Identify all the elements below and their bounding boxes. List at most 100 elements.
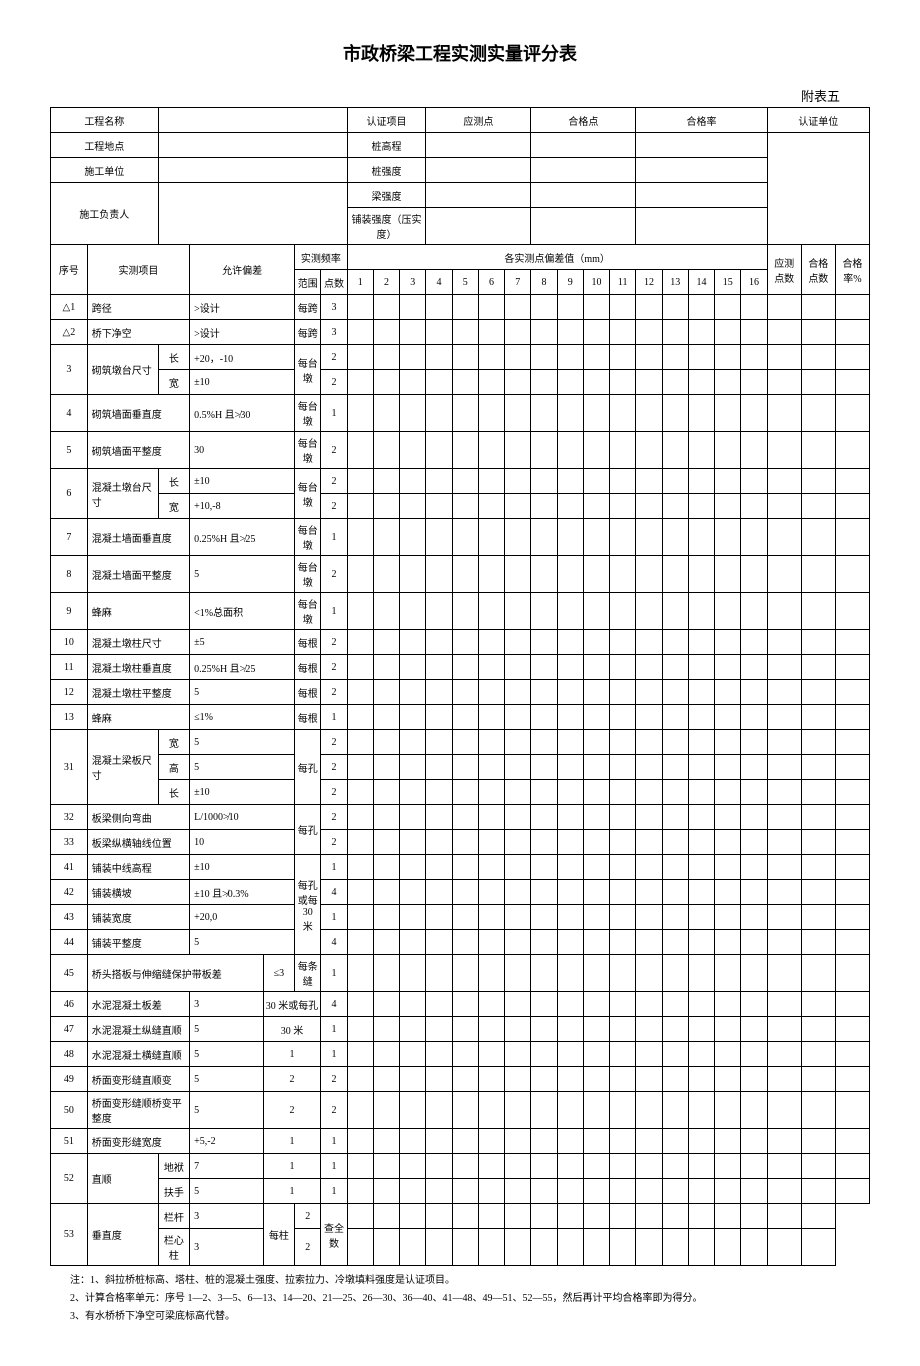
cell-tol: +20,0 [190, 905, 295, 930]
cell-range: 2 [263, 1067, 321, 1092]
cell-sub: 长 [158, 345, 190, 370]
cell-item: 板梁侧向弯曲 [87, 805, 189, 830]
cell-seq: 3 [51, 345, 88, 395]
header-row-3: 施工单位 桩强度 [51, 158, 870, 183]
col-n14: 14 [688, 270, 714, 295]
cell-count: 1 [321, 705, 347, 730]
col-count: 点数 [321, 270, 347, 295]
cell-tol: ±10 [190, 780, 295, 805]
cell-item: 混凝土墩柱尺寸 [87, 630, 189, 655]
col-n7: 7 [505, 270, 531, 295]
pile-strength-label: 桩强度 [347, 158, 426, 183]
cell-count: 1 [321, 905, 347, 930]
cell-range: 1 [263, 1154, 321, 1179]
cell-item: 蜂麻 [87, 705, 189, 730]
row-4: 4 砌筑墙面垂直度 0.5%H 且≯30 每台墩 1 [51, 395, 870, 432]
header-row-1: 工程名称 认证项目 应测点 合格点 合格率 认证单位 [51, 108, 870, 133]
cell-tol: 3 [190, 1229, 264, 1266]
cell-sub: 宽 [158, 370, 190, 395]
cell-count: 2 [321, 469, 347, 494]
col-n8: 8 [531, 270, 557, 295]
cell-sub: 栏杆 [158, 1204, 190, 1229]
cell-range: 每根 [295, 705, 321, 730]
col-n2: 2 [373, 270, 399, 295]
col-deviation-group: 各实测点偏差值（mm） [347, 245, 767, 270]
cell-sub: 长 [158, 780, 190, 805]
cell-count: 2 [321, 830, 347, 855]
cell-count: 1 [321, 1017, 347, 1042]
col-n3: 3 [400, 270, 426, 295]
cell-range: 每根 [295, 680, 321, 705]
cell-seq: 10 [51, 630, 88, 655]
cell-range: 每台墩 [295, 593, 321, 630]
qualified-points-label: 合格点 [531, 108, 636, 133]
cell-tol: 5 [190, 1017, 264, 1042]
cell-tol: 3 [190, 1204, 264, 1229]
row-42: 42 铺装横坡 ±10 且≯0.3% 4 [51, 880, 870, 905]
notes-section: 注：1、斜拉桥桩标高、塔柱、桩的混凝土强度、拉索拉力、冷墩填料强度是认证项目。 … [50, 1272, 870, 1326]
row-31c: 长 ±10 2 [51, 780, 870, 805]
cell-range: 每台墩 [295, 395, 321, 432]
col-n13: 13 [662, 270, 688, 295]
row-3b: 宽 ±10 2 [51, 370, 870, 395]
cell-item: 混凝土梁板尺寸 [87, 730, 158, 805]
cell-count: 2 [321, 494, 347, 519]
cell-tol: 30 [190, 432, 295, 469]
cell-count: 2 [321, 680, 347, 705]
project-location-label: 工程地点 [51, 133, 159, 158]
cell-range: 每孔 [295, 730, 321, 805]
cell-item: 砌筑墩台尺寸 [87, 345, 158, 395]
cell-count: 2 [321, 805, 347, 830]
cell-sub: 栏心柱 [158, 1229, 190, 1266]
cell-tol: 10 [190, 830, 295, 855]
cell-seq: 44 [51, 930, 88, 955]
col-n6: 6 [478, 270, 504, 295]
cell-count: 2 [295, 1229, 321, 1266]
cell-seq: 33 [51, 830, 88, 855]
cell-range: 每柱 [263, 1204, 295, 1266]
row-45: 45 桥头搭板与伸缩缝保护带板差 ≤3 每条缝 1 [51, 955, 870, 992]
cell-tol: <1%总面积 [190, 593, 295, 630]
cell-tol: ≤3 [263, 955, 295, 992]
row-2: △2 桥下净空 >设计 每跨 3 [51, 320, 870, 345]
cell-sub: 宽 [158, 494, 190, 519]
col-n16: 16 [741, 270, 767, 295]
cell-seq: 48 [51, 1042, 88, 1067]
col-n5: 5 [452, 270, 478, 295]
row-41: 41 铺装中线高程 ±10 每孔或每 30 米 1 [51, 855, 870, 880]
cell-range: 每跨 [295, 295, 321, 320]
cell-range: 每台墩 [295, 345, 321, 395]
cell-seq: △1 [51, 295, 88, 320]
row-52b: 扶手 5 1 1 [51, 1179, 870, 1204]
cell-seq: 11 [51, 655, 88, 680]
score-table: 工程名称 认证项目 应测点 合格点 合格率 认证单位 工程地点 桩高程 施工单位… [50, 107, 870, 1266]
cell-count: 2 [321, 655, 347, 680]
cell-item: 桥面变形缝宽度 [87, 1129, 189, 1154]
note-2: 2、计算合格率单元：序号 1—2、3—5、6—13、14—20、21—25、26… [70, 1290, 870, 1308]
construction-unit-label: 施工单位 [51, 158, 159, 183]
cell-tol: 5 [190, 1067, 264, 1092]
page-title: 市政桥梁工程实测实量评分表 [50, 40, 870, 66]
cell-seq: 47 [51, 1017, 88, 1042]
row-10: 10混凝土墩柱尺寸±5每根2 [51, 630, 870, 655]
project-name-label: 工程名称 [51, 108, 159, 133]
cell-item: 板梁纵横轴线位置 [87, 830, 189, 855]
cell-seq: 5 [51, 432, 88, 469]
cell-count: 2 [321, 755, 347, 780]
cert-unit-label: 认证单位 [767, 108, 869, 133]
should-measure-label: 应测点 [426, 108, 531, 133]
cell-tol: 5 [190, 1092, 264, 1129]
colhead-row-1: 序号 实测项目 允许偏差 实测频率 各实测点偏差值（mm） 应测点数 合格点数 … [51, 245, 870, 270]
cell-seq: 6 [51, 469, 88, 519]
cell-seq: 31 [51, 730, 88, 805]
cell-item: 垂直度 [87, 1204, 158, 1266]
col-freq-group: 实测频率 [295, 245, 348, 270]
cell-tol: ±10 且≯0.3% [190, 880, 295, 905]
cell-sub: 高 [158, 755, 190, 780]
header-row-4: 施工负责人 梁强度 [51, 183, 870, 208]
row-3a: 3 砌筑墩台尺寸 长 +20，-10 每台墩 2 [51, 345, 870, 370]
cell-seq: 7 [51, 519, 88, 556]
cell-tol: +20，-10 [190, 345, 295, 370]
row-33: 33 板梁纵横轴线位置 10 2 [51, 830, 870, 855]
cell-count: 4 [321, 880, 347, 905]
